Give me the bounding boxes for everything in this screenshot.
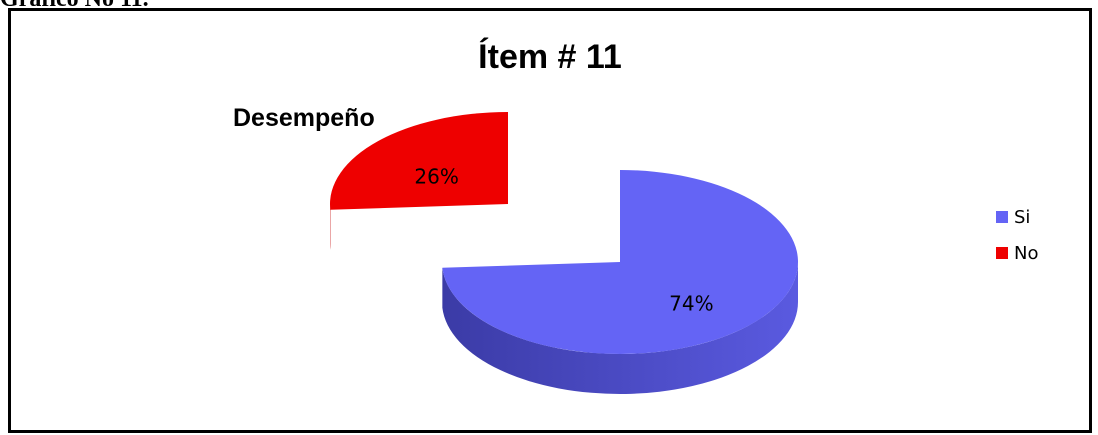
chart-frame: Ítem # 11 Desempeño 74% 26% Si No: [8, 8, 1092, 433]
data-label-si: 74%: [669, 292, 713, 316]
pie-chart: 74% 26%: [330, 112, 799, 395]
pie-slice-si: [442, 170, 799, 355]
chart-legend: Si No: [996, 199, 1038, 271]
legend-item-no[interactable]: No: [996, 235, 1038, 271]
chart-title: Ítem # 11: [478, 38, 622, 76]
pie-slice-no: [330, 112, 508, 210]
legend-item-si[interactable]: Si: [996, 199, 1038, 235]
chart-subtitle: Desempeño: [233, 104, 375, 132]
data-label-no: 26%: [414, 164, 458, 188]
legend-label-no: No: [1014, 242, 1039, 264]
legend-swatch-no: [996, 247, 1008, 259]
legend-label-si: Si: [1014, 206, 1031, 228]
pie-side-si: [442, 262, 799, 395]
legend-swatch-si: [996, 211, 1008, 223]
figure-caption: Gráfico No 11.: [0, 0, 149, 11]
